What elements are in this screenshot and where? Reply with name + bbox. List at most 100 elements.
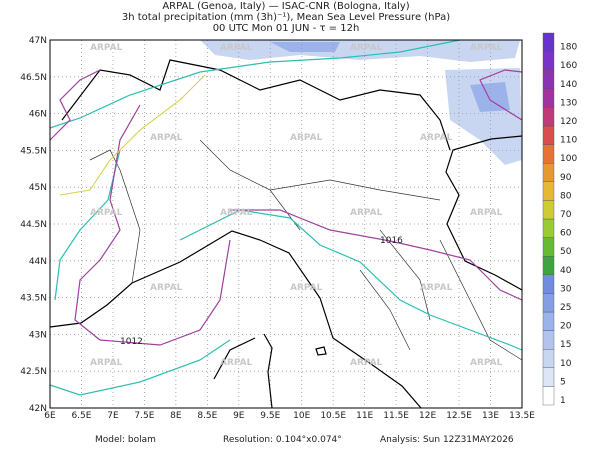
watermark: ARPAL <box>220 358 253 368</box>
colorbar-swatch <box>542 107 555 127</box>
isobar <box>49 39 461 129</box>
lat-label: 45N <box>29 183 47 193</box>
colorbar-label: 30 <box>560 284 572 294</box>
colorbar-label: 60 <box>560 229 572 239</box>
precip-area <box>270 42 340 52</box>
colorbar-swatch <box>542 330 555 350</box>
colorbar-swatch <box>542 144 555 164</box>
colorbar-label: 110 <box>560 136 577 146</box>
colorbar-label: 90 <box>560 173 572 183</box>
colorbar-swatch <box>542 69 555 89</box>
lon-label: 13E <box>482 411 499 421</box>
map-frame <box>49 39 523 409</box>
lat-label: 42N <box>29 404 47 414</box>
lat-label: 47N <box>29 36 47 46</box>
precip-area <box>470 82 510 112</box>
footer-resolution: Resolution: 0.104°x0.074° <box>223 435 342 445</box>
lat-label: 46.5N <box>20 73 47 83</box>
header-line: 00 UTC Mon 01 JUN - τ = 12h <box>213 23 360 34</box>
coastline <box>49 230 422 409</box>
grid <box>50 40 522 408</box>
watermark: ARPAL <box>290 283 323 293</box>
colorbar-label: 80 <box>560 191 572 201</box>
precip-areas <box>200 40 522 165</box>
watermark: ARPAL <box>90 358 123 368</box>
colorbar-label: 10 <box>560 359 572 369</box>
colorbar-swatch <box>542 274 555 294</box>
colorbar-swatch <box>542 32 555 52</box>
colorbar-swatch <box>542 218 555 238</box>
colorbar-swatch <box>542 349 555 369</box>
watermark: ARPAL <box>150 283 183 293</box>
footer-analysis: Analysis: Sun 12Z31MAY2026 <box>380 435 514 445</box>
lon-label: 9.5E <box>260 411 280 421</box>
colorbar-swatch <box>542 200 555 220</box>
lon-label: 8E <box>170 411 182 421</box>
colorbar-swatch <box>542 367 555 387</box>
lon-label: 9E <box>233 411 245 421</box>
isobar-label: 1012 <box>120 337 143 347</box>
colorbar-label: 160 <box>560 61 577 71</box>
watermark: ARPAL <box>90 43 123 53</box>
watermark: ARPAL <box>220 43 253 53</box>
isobar <box>179 209 523 351</box>
isobars <box>49 39 523 396</box>
colorbar-swatch <box>542 51 555 71</box>
isobar <box>59 74 206 196</box>
colorbar-label: 15 <box>560 340 571 350</box>
lon-label: 11E <box>356 411 373 421</box>
isobar-label: 1016 <box>380 236 403 246</box>
lat-label: 46N <box>29 110 47 120</box>
lat-label: 43N <box>29 330 47 340</box>
watermark: ARPAL <box>350 358 383 368</box>
lat-label: 42.5N <box>20 367 47 377</box>
coastline <box>213 333 273 409</box>
isobar <box>230 209 523 301</box>
watermark: ARPAL <box>470 43 503 53</box>
watermark: ARPAL <box>350 43 383 53</box>
lon-label: 6E <box>44 411 56 421</box>
header-line: ARPAL (Genoa, Italy) — ISAC-CNR (Bologna… <box>162 1 409 12</box>
colorbar-swatch <box>542 125 555 145</box>
colorbar-swatch <box>542 256 555 276</box>
footer-model: Model: bolam <box>95 435 156 445</box>
border <box>61 59 451 151</box>
colorbar-label: 25 <box>560 303 571 313</box>
watermark: ARPAL <box>220 208 253 218</box>
lon-label: 11.5E <box>383 411 409 421</box>
colorbar-label: 1 <box>560 396 566 406</box>
watermark: ARPAL <box>350 208 383 218</box>
watermark: ARPAL <box>290 133 323 143</box>
colorbar-swatch <box>542 181 555 201</box>
lat-label: 45.5N <box>20 146 47 156</box>
border <box>89 139 523 361</box>
watermark: ARPAL <box>420 133 453 143</box>
watermark: ARPAL <box>90 208 123 218</box>
lon-label: 7E <box>107 411 119 421</box>
watermark: ARPAL <box>420 283 453 293</box>
colorbar-label: 5 <box>560 377 566 387</box>
isobar <box>49 339 231 396</box>
colorbar-label: 20 <box>560 322 572 332</box>
watermarks: ARPAL ARPAL ARPAL ARPAL ARPAL ARPAL ARPAL ARPAL… <box>90 43 503 368</box>
colorbar-label: 50 <box>560 247 572 257</box>
watermark: ARPAL <box>470 358 503 368</box>
lon-label: 12.5E <box>446 411 472 421</box>
isobar <box>479 69 523 121</box>
colorbar-swatch <box>542 311 555 331</box>
colorbar-label: 120 <box>560 117 577 127</box>
watermark: ARPAL <box>150 133 183 143</box>
colorbar-label: 100 <box>560 154 577 164</box>
lon-label: 10.5E <box>320 411 346 421</box>
colorbar-swatch <box>542 293 555 313</box>
colorbar-swatch <box>542 386 555 406</box>
island <box>315 346 327 356</box>
lon-label: 7.5E <box>134 411 154 421</box>
header-line: 3h total precipitation (mm (3h)⁻¹), Mean… <box>122 12 450 23</box>
coastlines <box>49 59 523 409</box>
lon-label: 6.5E <box>71 411 91 421</box>
colorbar-swatch <box>542 237 555 257</box>
lat-label: 43.5N <box>20 294 47 304</box>
coastline <box>445 135 523 291</box>
